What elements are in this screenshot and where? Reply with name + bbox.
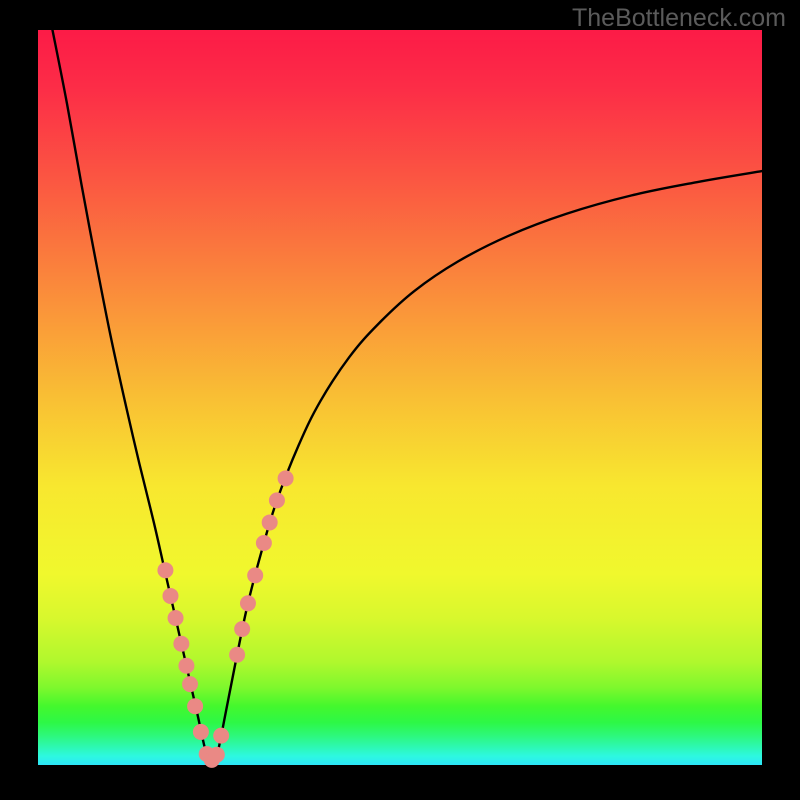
plot-area	[38, 30, 762, 765]
data-marker	[262, 514, 278, 530]
data-marker	[187, 698, 203, 714]
data-marker	[213, 728, 229, 744]
data-marker	[193, 724, 209, 740]
data-marker	[269, 492, 285, 508]
data-marker	[162, 588, 178, 604]
data-marker	[247, 567, 263, 583]
curve-layer	[38, 30, 762, 765]
data-marker	[157, 562, 173, 578]
chart-container: TheBottleneck.com	[0, 0, 800, 800]
bottleneck-curve	[52, 30, 762, 761]
data-marker	[256, 535, 272, 551]
data-marker	[229, 647, 245, 663]
data-marker	[178, 658, 194, 674]
data-marker	[173, 636, 189, 652]
data-marker	[209, 747, 225, 763]
watermark-text: TheBottleneck.com	[572, 4, 786, 33]
data-marker	[234, 621, 250, 637]
data-marker	[168, 610, 184, 626]
data-marker	[240, 595, 256, 611]
data-marker	[278, 470, 294, 486]
data-marker	[182, 676, 198, 692]
